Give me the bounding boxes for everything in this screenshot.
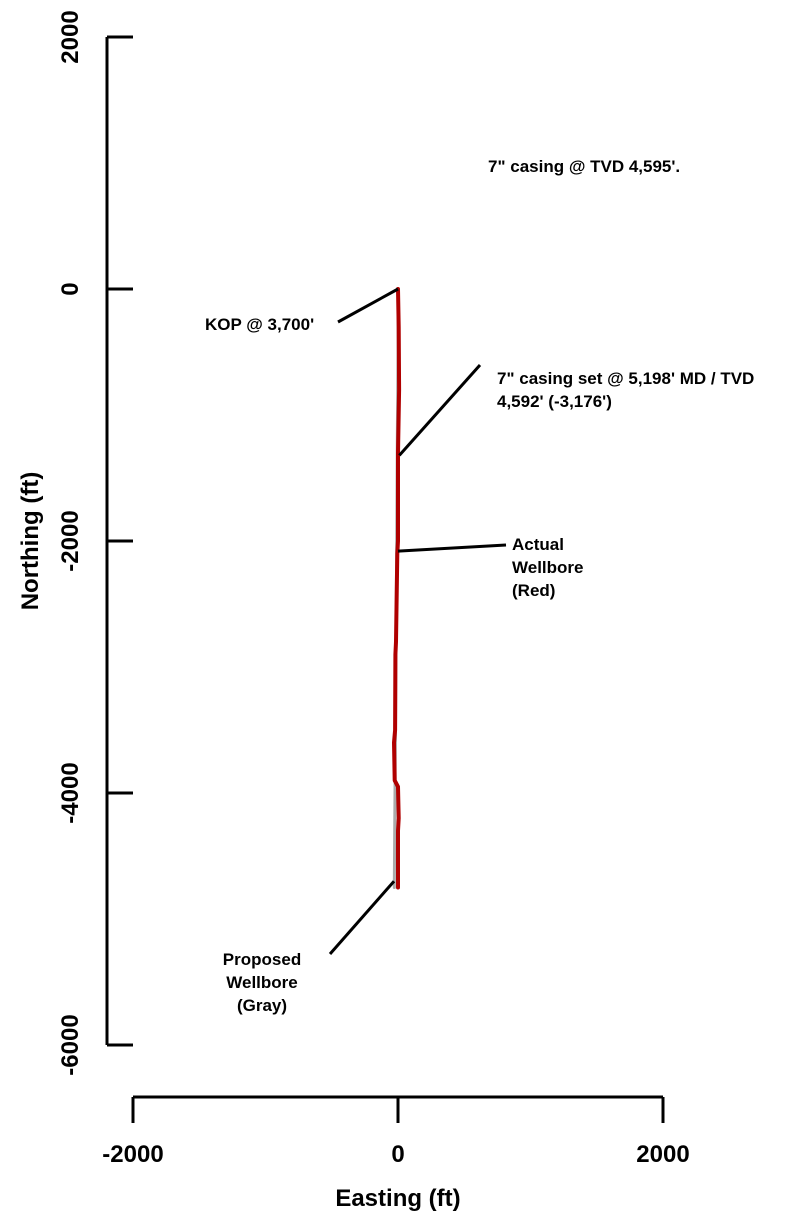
annotation-line: Actual xyxy=(512,535,564,554)
y-tick-label: -2000 xyxy=(57,510,84,571)
annotation-line: 7" casing set @ 5,198' MD / TVD xyxy=(497,369,754,388)
x-tick-label: -2000 xyxy=(102,1141,163,1168)
x-ticks: -2000 0 2000 xyxy=(102,1097,690,1168)
y-axis-title: Northing (ft) xyxy=(17,472,44,611)
annotation-text: 7" casing set @ 5,198' MD / TVD 4,592' (-… xyxy=(497,369,754,411)
annotation-leader-line xyxy=(398,364,482,457)
annotation-line: 4,592' (-3,176') xyxy=(497,392,612,411)
y-tick-label: 0 xyxy=(57,282,84,295)
annotation-line: Wellbore xyxy=(512,558,583,577)
annotation-actual: Actual Wellbore (Red) xyxy=(397,535,583,600)
annotation-kop: KOP @ 3,700' xyxy=(205,287,399,334)
annotation-line: (Gray) xyxy=(237,996,287,1015)
annotation-line: (Red) xyxy=(512,581,555,600)
y-tick-label: -4000 xyxy=(57,762,84,823)
annotation-line: 7" casing @ TVD 4,595'. xyxy=(488,157,680,176)
annotation-text: 7" casing @ TVD 4,595'. xyxy=(488,157,680,176)
annotation-line: KOP @ 3,700' xyxy=(205,315,314,334)
annotation-line: Proposed xyxy=(223,950,301,969)
y-ticks: -6000 -4000 -2000 0 2000 xyxy=(57,10,133,1076)
actual-wellbore-line xyxy=(392,287,402,890)
annotation-leader-line xyxy=(328,880,396,955)
annotation-text: KOP @ 3,700' xyxy=(205,315,314,334)
annotation-leader-line xyxy=(397,543,507,553)
annotation-proposed: Proposed Wellbore (Gray) xyxy=(223,880,396,1015)
annotation-line: Wellbore xyxy=(226,973,297,992)
y-tick-label: -6000 xyxy=(57,1014,84,1075)
annotation-text: Actual Wellbore (Red) xyxy=(512,535,583,600)
x-tick-label: 2000 xyxy=(636,1141,689,1168)
annotation-leader-line xyxy=(337,287,399,324)
annotation-casing-tvd: 7" casing @ TVD 4,595'. xyxy=(488,157,680,176)
series-layer xyxy=(392,287,402,890)
axes: -2000 0 2000 -6000 -4000 -2000 0 2000 xyxy=(57,10,690,1168)
annotation-layer: 7" casing @ TVD 4,595'. KOP @ 3,700' 7" ca… xyxy=(205,157,754,1015)
annotation-casing-set: 7" casing set @ 5,198' MD / TVD 4,592' (-… xyxy=(398,364,754,457)
x-tick-label: 0 xyxy=(391,1141,404,1168)
x-axis-title: Easting (ft) xyxy=(335,1185,460,1212)
annotation-text: Proposed Wellbore (Gray) xyxy=(223,950,301,1015)
y-tick-label: 2000 xyxy=(57,10,84,63)
